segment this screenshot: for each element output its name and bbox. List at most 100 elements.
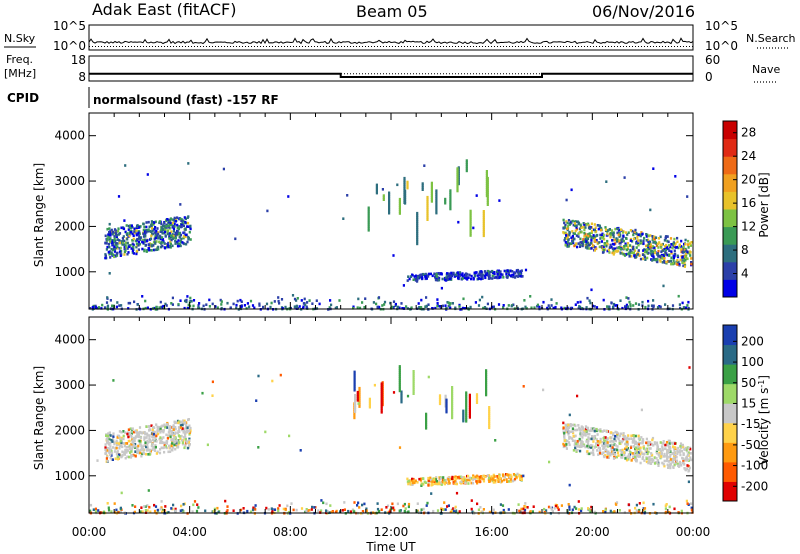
- echo-cell: [148, 245, 151, 248]
- echo-cell: [115, 452, 118, 456]
- echo-cell: [161, 224, 165, 227]
- echo-cell: [155, 423, 158, 426]
- echo-cell: [627, 297, 630, 300]
- echo-cell: [131, 504, 134, 507]
- echo-cell: [668, 439, 671, 443]
- echo-cell: [172, 440, 175, 443]
- echo-cell: [586, 444, 589, 448]
- echo-cell: [356, 397, 359, 400]
- echo-cell: [400, 390, 403, 394]
- echo-cell: [121, 450, 124, 454]
- echo-cell: [368, 399, 371, 403]
- echo-cell: [451, 416, 454, 420]
- echo-cell: [595, 230, 598, 233]
- echo-cell: [353, 382, 356, 386]
- echo-cell: [182, 439, 185, 442]
- echo-cell: [598, 224, 601, 227]
- echo-cell: [127, 251, 130, 254]
- echo-cell: [592, 234, 595, 237]
- echo-cell: [587, 224, 590, 227]
- echo-cell: [401, 307, 404, 310]
- echo-cell: [431, 274, 434, 278]
- echo-cell: [614, 227, 617, 231]
- echo-cell: [139, 442, 142, 446]
- echo-cell: [467, 474, 470, 478]
- echo-cell: [208, 305, 211, 308]
- echo-cell: [467, 276, 470, 279]
- echo-cell: [376, 507, 380, 511]
- echo-cell: [117, 442, 121, 445]
- echo-cell: [685, 306, 688, 309]
- echo-cell: [449, 189, 452, 192]
- echo-cell: [638, 502, 641, 505]
- echo-cell: [364, 297, 367, 300]
- echo-cell: [626, 440, 629, 444]
- echo-cell: [614, 453, 617, 456]
- echo-cell: [132, 441, 135, 445]
- echo-cell: [491, 477, 494, 480]
- echo-cell: [553, 507, 556, 510]
- echo-cell: [132, 243, 135, 247]
- echo-cell: [132, 234, 135, 237]
- echo-cell: [172, 234, 175, 238]
- echo-cell: [637, 510, 640, 514]
- echo-cell: [116, 301, 119, 304]
- echo-cell: [400, 394, 403, 398]
- echo-cell: [412, 278, 415, 281]
- echo-cell: [469, 226, 472, 229]
- echo-cell: [585, 430, 588, 433]
- echo-cell: [145, 250, 148, 253]
- echo-cell: [182, 242, 185, 245]
- echo-cell: [623, 176, 626, 179]
- echo-cell: [638, 508, 641, 512]
- echo-cell: [174, 427, 177, 431]
- echo-cell: [320, 509, 323, 512]
- echo-cell: [611, 247, 614, 250]
- echo-cell: [486, 274, 489, 277]
- echo-cell: [116, 434, 119, 438]
- echo-cell: [353, 380, 356, 384]
- echo-cell: [386, 504, 390, 508]
- echo-cell: [266, 209, 269, 213]
- echo-cell: [139, 236, 142, 240]
- echo-cell: [430, 196, 433, 199]
- noise-left-tick-bottom: 10^0: [53, 39, 86, 53]
- echo-cell: [165, 225, 168, 228]
- echo-cell: [639, 448, 642, 451]
- echo-cell: [398, 389, 401, 393]
- echo-cell: [167, 434, 170, 437]
- echo-cell: [122, 437, 125, 441]
- echo-cell: [659, 448, 662, 451]
- echo-cell: [629, 303, 632, 306]
- echo-cell: [120, 226, 123, 230]
- echo-cell: [448, 272, 451, 276]
- echo-cell: [409, 481, 412, 485]
- echo-cell: [524, 305, 527, 309]
- echo-cell: [597, 227, 600, 231]
- echo-cell: [296, 307, 299, 310]
- echo-cell: [621, 456, 624, 459]
- echo-cell: [243, 304, 246, 307]
- echo-cell: [687, 480, 690, 484]
- echo-cell: [117, 195, 121, 198]
- colorbar-cell: [723, 442, 737, 463]
- echo-cell: [115, 305, 118, 309]
- echo-cell: [329, 504, 332, 507]
- echo-cell: [477, 480, 481, 483]
- echo-cell: [615, 431, 619, 434]
- echo-cell: [106, 434, 110, 438]
- echo-cell: [642, 438, 645, 441]
- echo-cell: [412, 380, 415, 383]
- echo-cell: [127, 445, 130, 449]
- echo-cell: [568, 505, 571, 509]
- echo-cell: [179, 509, 182, 512]
- echo-cell: [625, 443, 628, 446]
- echo-cell: [262, 305, 265, 309]
- colorbar-cell: [723, 344, 737, 365]
- freq-unit-label: [MHz]: [4, 67, 36, 80]
- echo-cell: [137, 248, 140, 251]
- echo-cell: [169, 221, 172, 225]
- echo-cell: [665, 243, 668, 247]
- echo-cell: [677, 450, 680, 454]
- echo-cell: [631, 229, 634, 233]
